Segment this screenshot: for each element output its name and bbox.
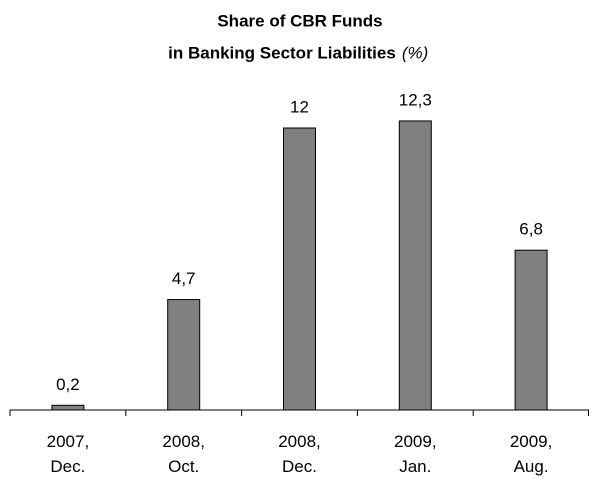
data-label: 0,2 <box>56 375 80 394</box>
bar <box>51 404 85 411</box>
bar <box>514 249 548 411</box>
data-label: 12 <box>290 97 309 116</box>
data-label: 4,7 <box>172 269 196 288</box>
x-tick-label: 2009, Jan. <box>394 432 437 476</box>
bar <box>167 299 201 411</box>
data-label: 12,3 <box>399 90 432 109</box>
x-tick-label: 2009, Aug. <box>510 432 553 476</box>
chart-title: Share of CBR Funds <box>217 11 382 30</box>
x-tick-label: 2008, Dec. <box>278 432 321 476</box>
unit-label: (%) <box>402 43 428 62</box>
data-label: 6,8 <box>519 220 543 239</box>
x-tick-label: 2007, Dec. <box>47 432 90 476</box>
x-tick-label: 2008, Oct. <box>162 432 205 476</box>
chart-title: in Banking Sector Liabilities <box>168 43 396 62</box>
bar <box>283 127 316 411</box>
bar <box>398 120 432 411</box>
